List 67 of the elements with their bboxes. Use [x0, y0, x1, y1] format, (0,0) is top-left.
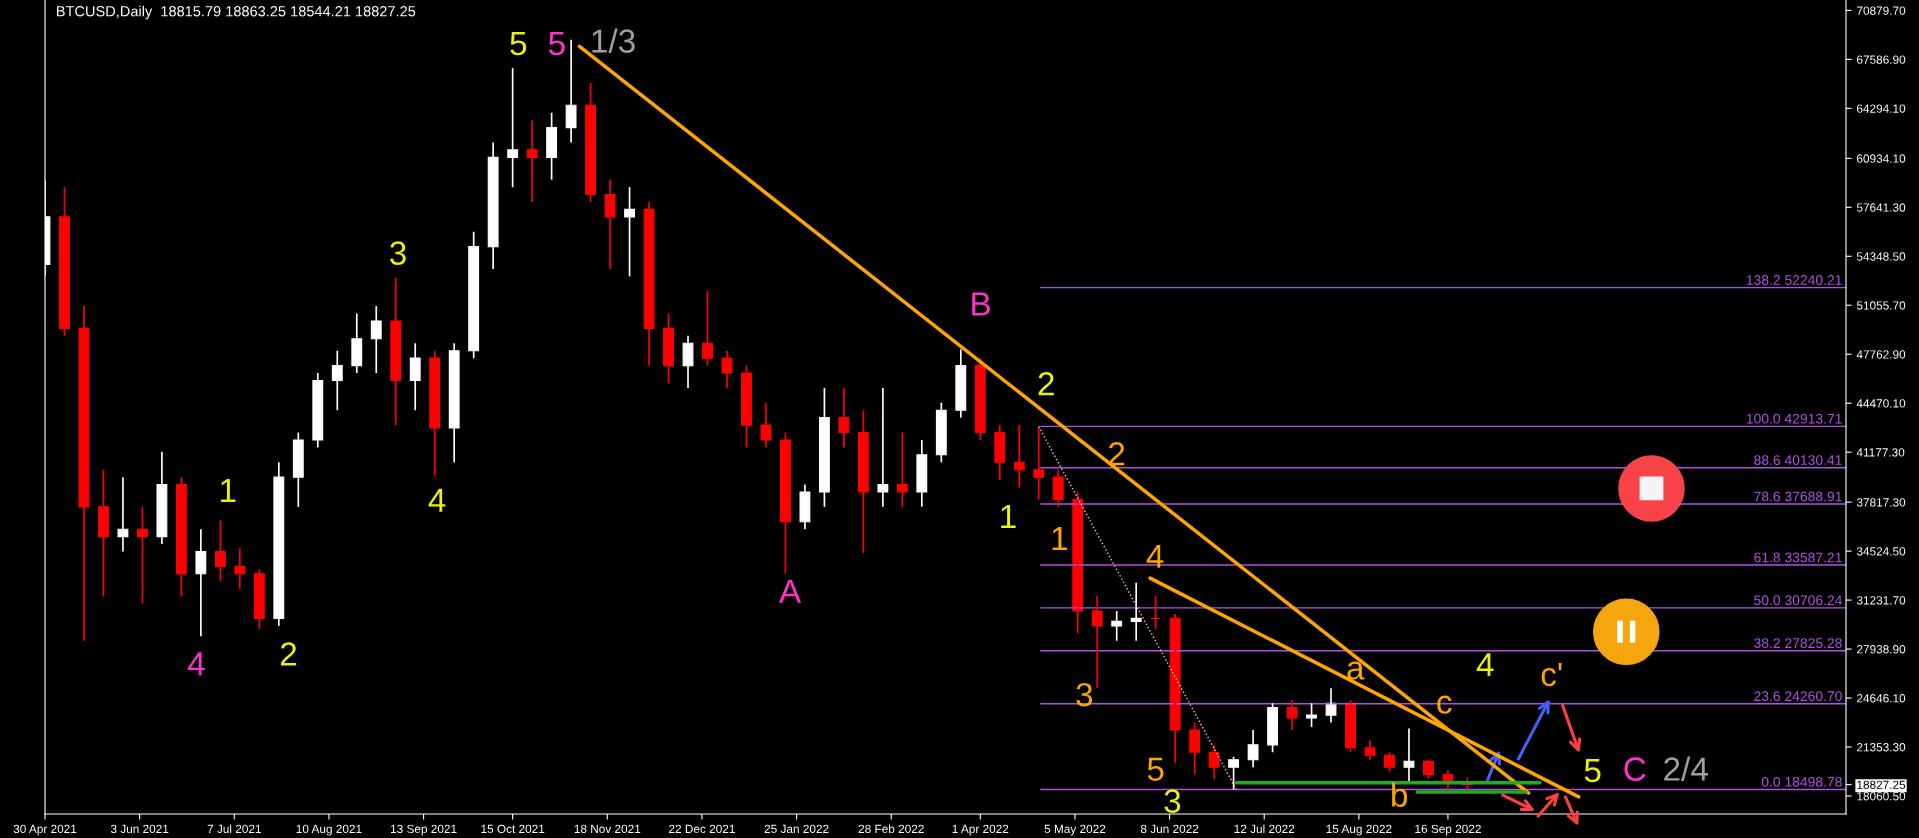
- x-tick-label: 13 Sep 2021: [390, 824, 457, 836]
- x-tick-label: 28 Feb 2022: [858, 824, 924, 834]
- annotation: 2: [1038, 371, 1054, 396]
- chart-title: BTCUSD,Daily 18815.79 18863.25 18544.21 18827.25: [57, 5, 416, 20]
- y-tick-label: 37817.30: [1856, 498, 1906, 507]
- ref-line-label: 61.8 33587.21: [1754, 552, 1842, 563]
- annotation: 4: [1146, 544, 1164, 568]
- annotation: 1/3: [592, 28, 635, 53]
- y-tick-label: 60934.10: [1857, 154, 1906, 163]
- y-tick-label: 41177.30: [1856, 448, 1905, 457]
- y-tick-label: 31231.70: [1856, 596, 1906, 605]
- x-tick-label: 12 Jul 2022: [1234, 824, 1295, 834]
- annotation: 5: [1147, 757, 1164, 781]
- x-tick-label: 8 Jun 2022: [1140, 824, 1199, 834]
- y-tick-label: 64294.10: [1857, 104, 1906, 113]
- y-tick-label: 67586.90: [1857, 55, 1906, 64]
- x-tick-label: 7 Jul 2021: [207, 824, 261, 834]
- y-tick-label: 70879.70: [1857, 6, 1906, 15]
- annotation: 4: [187, 652, 205, 676]
- y-tick-label: 47762.90: [1856, 350, 1906, 359]
- x-tick-label: 30 Apr 2021: [13, 824, 77, 836]
- y-tick-label: 24646.10: [1857, 694, 1906, 703]
- x-tick-label: 1 Apr 2022: [952, 824, 1009, 836]
- annotation: B: [972, 292, 990, 316]
- annotation: 3: [390, 241, 406, 265]
- annotation: 4: [1476, 653, 1494, 677]
- y-tick-label: 27938.90: [1857, 645, 1906, 654]
- y-tick-label: 54348.50: [1856, 252, 1906, 261]
- annotation: a: [1347, 661, 1365, 680]
- annotation: 3: [1164, 789, 1181, 813]
- annotation: A: [779, 579, 802, 603]
- y-tick-label: 57641.30: [1856, 203, 1906, 212]
- annotation: 1: [1001, 505, 1016, 528]
- x-tick-label: 25 Jan 2022: [764, 824, 829, 834]
- ref-line-label: 138.2 52240.21: [1746, 275, 1842, 285]
- x-tick-label: 3 Jun 2021: [110, 824, 169, 834]
- x-tick-label: 18 Nov 2021: [574, 824, 641, 834]
- ref-line-label: 100.0 42913.71: [1746, 413, 1842, 424]
- ref-line-label: 88.6 40130.41: [1754, 455, 1842, 465]
- x-tick-label: 5 May 2022: [1044, 824, 1106, 836]
- annotation: 1: [1052, 527, 1067, 550]
- x-tick-label: 15 Aug 2022: [1326, 824, 1392, 836]
- y-tick-label: 51055.70: [1856, 301, 1906, 310]
- x-tick-label: 10 Aug 2021: [296, 824, 362, 836]
- annotation: 1: [221, 478, 236, 502]
- annotation: 5: [1584, 758, 1601, 783]
- annotation: c': [1541, 662, 1562, 687]
- ref-line-label: 78.6 37688.91: [1754, 491, 1842, 502]
- annotation: 2/4: [1664, 756, 1708, 781]
- y-tick-label: 44470.10: [1856, 399, 1906, 408]
- annotation: 5: [510, 32, 527, 56]
- ref-line-label: 38.2 27825.28: [1754, 638, 1842, 649]
- y-tick-label: 21353.30: [1857, 743, 1906, 752]
- annotation: 3: [1076, 682, 1093, 707]
- x-tick-label: 16 Sep 2022: [1415, 824, 1481, 836]
- annotation: 4: [428, 488, 446, 512]
- y-tick-label: 18060.50: [1857, 792, 1906, 801]
- x-tick-label: 15 Oct 2021: [481, 824, 545, 834]
- annotation: 5: [548, 32, 565, 56]
- ref-line-label: 23.6 24260.70: [1754, 691, 1842, 702]
- x-tick-label: 22 Dec 2021: [669, 824, 735, 834]
- annotation: C: [1624, 757, 1646, 781]
- y-tick-label: 18827.25: [1857, 780, 1906, 789]
- ref-line-label: 0.0 18498.78: [1761, 776, 1842, 787]
- ref-line-label: 50.0 30706.24: [1754, 595, 1842, 606]
- y-tick-label: 34524.50: [1856, 547, 1906, 556]
- annotation: 2: [280, 642, 297, 666]
